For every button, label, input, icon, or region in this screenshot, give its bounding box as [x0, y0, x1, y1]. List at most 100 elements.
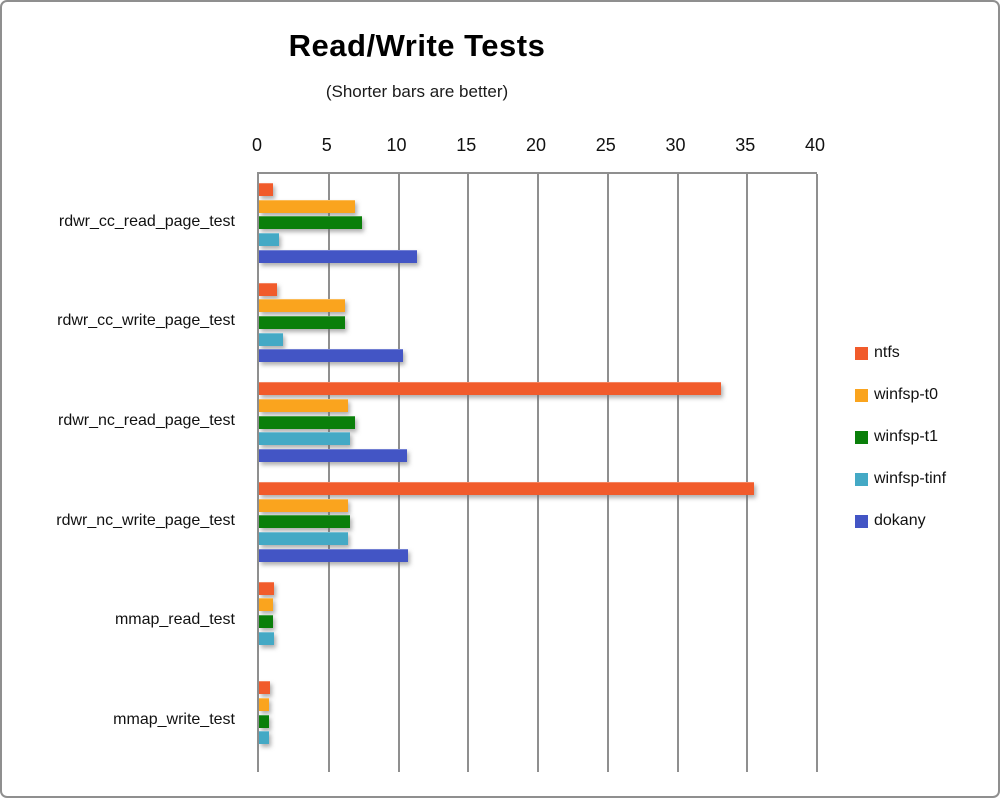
bar-slot: [259, 748, 817, 761]
bar-winfsp-t0: [259, 498, 349, 512]
bar-slot: [259, 249, 817, 263]
bar-winfsp-tinf: [259, 432, 350, 446]
bar-ntfs: [259, 681, 271, 695]
bar-ntfs: [259, 382, 721, 396]
x-axis-tick-label: 5: [321, 135, 332, 155]
x-axis-tick-label: 15: [456, 135, 477, 155]
category-axis: rdwr_cc_read_page_test rdwr_cc_write_page…: [2, 172, 249, 770]
gridline: [397, 174, 400, 772]
legend-label: dokany: [874, 512, 926, 529]
bar-slot: [259, 631, 817, 645]
bar-group: [259, 672, 817, 772]
bar-slot: [259, 615, 817, 628]
bar-group: [259, 373, 817, 473]
legend: ntfs winfsp-t0 winfsp-t1 winfsp-tinf dokany: [855, 344, 947, 555]
legend-label: winfsp-tinf: [874, 470, 947, 487]
bar-slot: [259, 233, 817, 247]
x-axis-tick-label: 25: [595, 135, 616, 155]
bar-slot: [259, 399, 817, 412]
bar-slot: [259, 349, 817, 363]
bar-slot: [259, 697, 817, 711]
bar-slot: [259, 515, 817, 529]
gridline: [676, 174, 679, 772]
bar-slot: [259, 731, 817, 745]
bar-slot: [259, 714, 817, 728]
bar-group: [259, 274, 817, 374]
bar-slot: [259, 382, 817, 396]
bar-winfsp-t1: [259, 316, 346, 330]
legend-item-winfsp-t1: winfsp-t1: [855, 428, 946, 445]
plot-area: [257, 172, 818, 772]
legend-marker-icon: [855, 514, 868, 528]
bar-winfsp-t0: [259, 598, 273, 612]
legend-marker-icon: [855, 388, 868, 402]
bar-dokany: [259, 349, 403, 363]
gridline: [537, 174, 539, 772]
x-axis-tick-label: 35: [735, 135, 756, 155]
legend-label: winfsp-t0: [874, 386, 939, 403]
bar-winfsp-tinf: [259, 233, 279, 247]
bar-winfsp-t1: [259, 714, 269, 728]
bar-group: [259, 573, 817, 673]
x-axis-tick-label: 40: [804, 135, 826, 155]
bar-slot: [259, 598, 817, 612]
legend-marker-icon: [855, 430, 868, 444]
bar-slot: [259, 481, 817, 495]
legend-item-ntfs: ntfs: [855, 344, 946, 361]
bar-winfsp-tinf: [259, 731, 269, 745]
bar-dokany: [259, 249, 417, 263]
bar-ntfs: [259, 183, 273, 196]
bar-slot: [259, 498, 817, 512]
bar-group: [259, 174, 817, 274]
x-axis-tick-label: 30: [665, 135, 686, 155]
bar-slot: [259, 648, 817, 661]
bar-winfsp-tinf: [259, 332, 283, 346]
legend-marker-icon: [855, 346, 868, 360]
chart-title: Read/Write Tests: [288, 28, 546, 63]
bar-ntfs: [259, 481, 755, 495]
x-axis-tick-label: 0: [251, 135, 263, 155]
x-axis: 0 5 10 15 20 25 30 35 40: [252, 135, 825, 159]
gridline: [816, 174, 818, 772]
bar-slot: [259, 199, 817, 213]
category-label: rdwr_nc_write_page_test: [56, 511, 235, 529]
bar-winfsp-tinf: [259, 631, 275, 645]
legend-label: ntfs: [874, 344, 900, 361]
bar-ntfs: [259, 581, 275, 595]
bar-slot: [259, 581, 817, 595]
legend-item-dokany: dokany: [855, 512, 946, 529]
bar-slot: [259, 316, 817, 330]
bar-winfsp-t1: [259, 515, 350, 529]
bar-slot: [259, 332, 817, 346]
legend-item-winfsp-t0: winfsp-t0: [855, 386, 946, 403]
bar-slot: [259, 548, 817, 562]
bar-slot: [259, 216, 817, 230]
bar-winfsp-t0: [259, 697, 269, 711]
bars-layer: [259, 174, 817, 772]
x-axis-tick-label: 10: [386, 135, 407, 155]
bar-slot: [259, 299, 817, 313]
gridline: [327, 174, 330, 772]
legend-label: winfsp-t1: [874, 428, 939, 445]
chart-subtitle: (Shorter bars are better): [325, 82, 509, 101]
category-label: mmap_read_test: [114, 611, 235, 629]
bar-winfsp-t1: [259, 615, 273, 628]
category-label: rdwr_nc_read_page_test: [57, 412, 235, 430]
bar-group: [259, 473, 817, 573]
bar-winfsp-t1: [259, 415, 356, 429]
category-label: rdwr_cc_read_page_test: [58, 212, 235, 230]
legend-marker-icon: [855, 472, 868, 486]
bar-winfsp-t0: [259, 399, 349, 412]
bar-winfsp-t1: [259, 216, 363, 230]
gridline: [606, 174, 609, 772]
bar-slot: [259, 432, 817, 446]
bar-dokany: [259, 548, 409, 562]
bar-winfsp-t0: [259, 199, 356, 213]
bar-slot: [259, 282, 817, 296]
gridline: [467, 174, 470, 772]
bar-slot: [259, 183, 817, 196]
bar-slot: [259, 449, 817, 463]
bar-dokany: [259, 449, 407, 463]
category-label: mmap_write_test: [113, 711, 235, 729]
